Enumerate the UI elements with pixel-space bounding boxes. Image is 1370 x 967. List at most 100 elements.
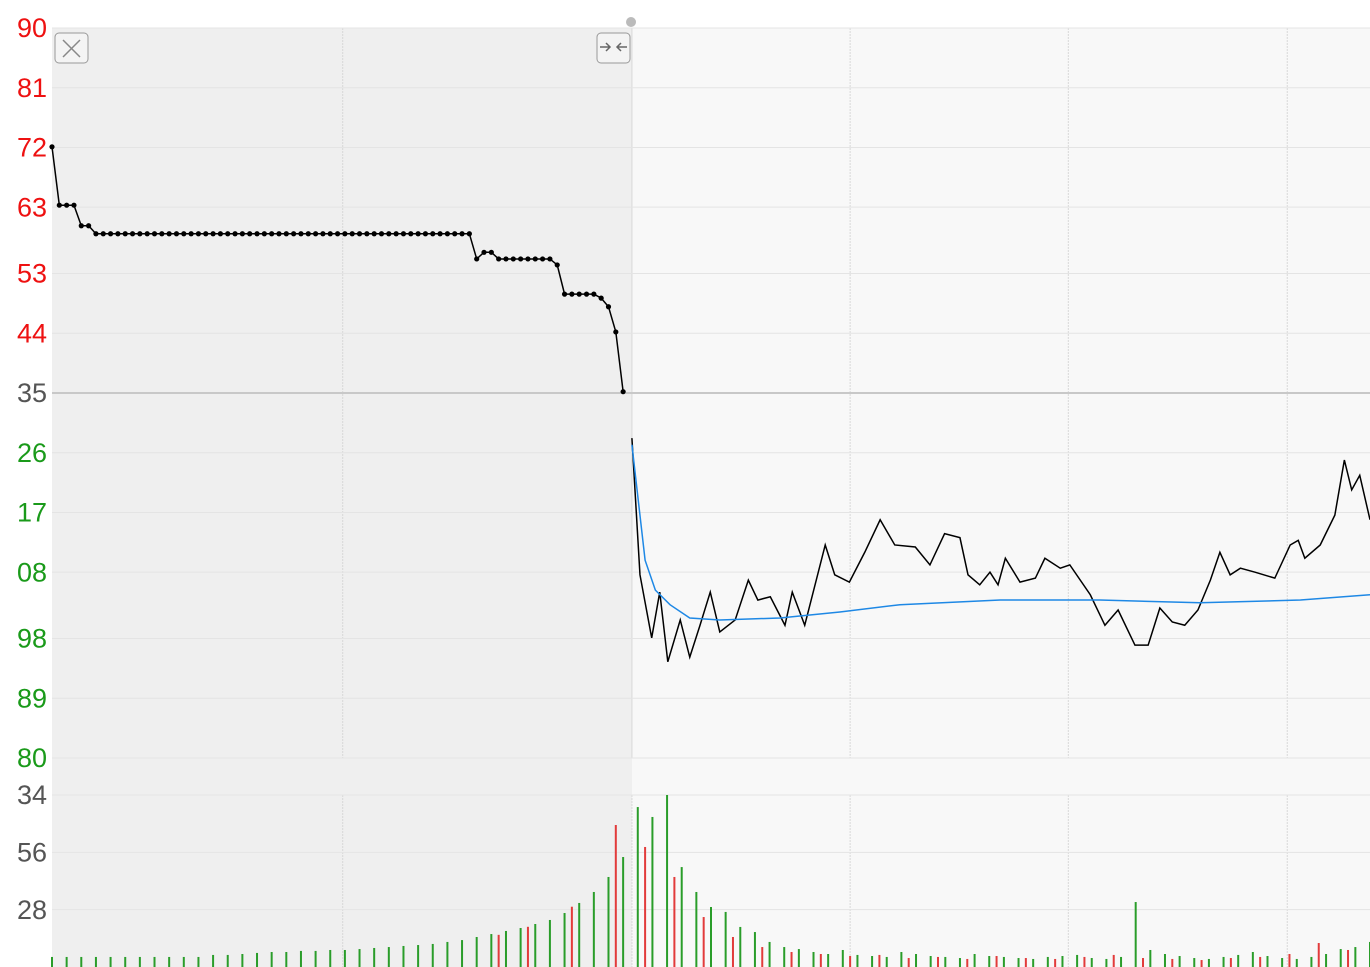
point [393, 231, 399, 237]
y-tick-label: 35 [17, 378, 47, 408]
volume-bar [1251, 951, 1254, 967]
volume-bar [329, 949, 332, 967]
y-tick-label: 53 [17, 259, 47, 289]
volume-bar [578, 902, 581, 967]
volume-bar [1054, 958, 1057, 967]
session-area [632, 28, 1370, 967]
volume-bar [80, 956, 83, 967]
volume-bar [797, 949, 800, 967]
volume-bar [534, 924, 537, 967]
volume-bar [182, 956, 185, 967]
point [539, 256, 546, 262]
volume-bar [1142, 958, 1145, 967]
y-tick-label: 72 [17, 133, 47, 163]
volume-bar [65, 956, 68, 967]
y-tick-label: 56 [17, 837, 47, 867]
point [144, 231, 150, 237]
volume-bar [783, 947, 786, 967]
volume-bar [827, 954, 830, 967]
volume-bar [1354, 947, 1357, 967]
volume-bar [841, 949, 844, 967]
volume-bar [1237, 954, 1240, 967]
point [320, 231, 326, 237]
volume-bar [1325, 954, 1328, 967]
y-tick-label: 81 [17, 73, 47, 103]
volume-bar [651, 816, 654, 967]
volume-bar [168, 956, 171, 967]
point [151, 231, 158, 237]
point [503, 256, 509, 262]
point [78, 223, 84, 229]
premarket-area [52, 28, 632, 967]
collapse-button[interactable] [596, 32, 631, 64]
volume-bar [1207, 958, 1210, 967]
point [532, 256, 538, 262]
point [166, 231, 172, 237]
volume-bar [526, 926, 529, 967]
volume-bar [299, 950, 302, 967]
point [269, 231, 275, 237]
volume-bar [373, 947, 376, 967]
volume-bar [343, 949, 346, 967]
point [525, 256, 531, 262]
volume-bar [1163, 954, 1166, 967]
y-tick-label: 63 [17, 192, 47, 222]
volume-bar [1339, 949, 1342, 967]
y-tick-label: 89 [17, 683, 47, 713]
volume-bar [622, 857, 625, 967]
volume-bar [673, 876, 676, 967]
point [64, 202, 70, 208]
volume-bar [592, 891, 595, 967]
point [591, 291, 597, 297]
volume-bar [402, 945, 405, 967]
volume-bar [570, 906, 573, 967]
point [488, 249, 494, 255]
point [327, 231, 333, 237]
volume-bar [1317, 943, 1320, 967]
point [569, 291, 575, 297]
volume-bar [731, 936, 734, 967]
volume-bar [1112, 954, 1115, 967]
volume-bar [995, 956, 998, 967]
volume-bar [1178, 956, 1181, 967]
volume-bar [153, 956, 156, 967]
volume-bar [497, 934, 500, 967]
point [547, 256, 553, 262]
volume-bar [644, 846, 647, 967]
point [510, 256, 516, 262]
sun-icon [626, 17, 636, 27]
point [291, 231, 297, 237]
point [217, 231, 224, 237]
point [598, 295, 604, 301]
volume-bar [856, 954, 859, 967]
point [576, 291, 582, 297]
point [342, 231, 348, 237]
volume-bar [124, 956, 127, 967]
volume-bar [1171, 958, 1174, 967]
point [100, 231, 106, 237]
volume-bar [226, 954, 229, 967]
volume-bar [241, 954, 244, 967]
y-tick-label: 80 [17, 743, 47, 773]
volume-bar [819, 954, 822, 967]
volume-bar [212, 954, 215, 967]
point [129, 231, 136, 237]
volume-bar [753, 932, 756, 967]
volume-bar [915, 954, 918, 967]
volume-bar [490, 934, 493, 967]
point [620, 389, 626, 395]
volume-bar [695, 891, 698, 967]
volume-bar [1134, 902, 1137, 967]
y-tick-label: 17 [17, 498, 47, 528]
volume-bar [614, 825, 617, 967]
volume-bar [724, 911, 727, 967]
volume-bar [446, 941, 449, 967]
point [583, 291, 590, 297]
volume-bar [1193, 958, 1196, 967]
volume-bar [1229, 958, 1232, 967]
volume-bar [1281, 958, 1284, 967]
point [422, 231, 429, 237]
volume-bar [988, 956, 991, 967]
point [305, 231, 311, 237]
